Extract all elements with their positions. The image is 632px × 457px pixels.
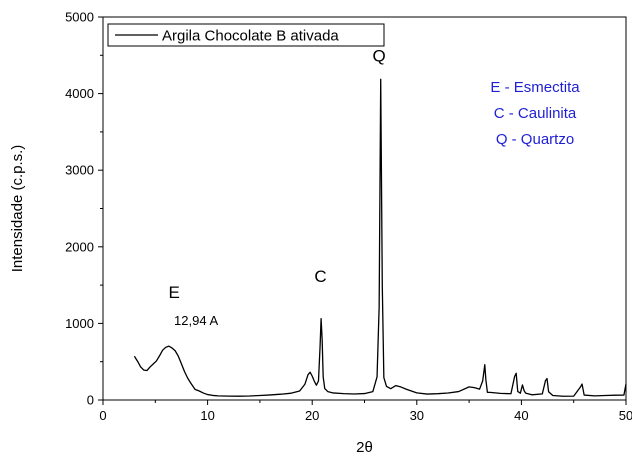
- y-axis-title: Intensidade (c.p.s.): [9, 145, 26, 273]
- x-tick-label: 20: [305, 408, 319, 423]
- y-tick-label: 0: [87, 393, 94, 408]
- peak-label: E: [168, 283, 179, 302]
- x-tick-label: 40: [514, 408, 528, 423]
- y-tick-label: 1000: [65, 316, 94, 331]
- series-line: [133, 78, 627, 397]
- x-tick-label: 30: [410, 408, 424, 423]
- peak-label: C: [314, 267, 326, 286]
- mineral-key-item: Q - Quartzo: [496, 131, 574, 148]
- x-tick-label: 50: [619, 408, 632, 423]
- x-axis-title: 2θ: [356, 439, 373, 456]
- y-tick-label: 3000: [65, 163, 94, 178]
- legend-label: Argila Chocolate B ativada: [162, 28, 339, 45]
- x-tick-label: 10: [200, 408, 214, 423]
- x-tick-label: 0: [99, 408, 106, 423]
- annotation-text: 12,94 A: [174, 313, 218, 328]
- mineral-key-item: C - Caulinita: [494, 105, 577, 122]
- peak-label: Q: [373, 46, 386, 65]
- legend-box: [107, 23, 385, 47]
- y-tick-label: 2000: [65, 239, 94, 254]
- plot-frame: [102, 16, 627, 401]
- y-tick-label: 5000: [65, 10, 94, 25]
- y-tick-label: 4000: [65, 86, 94, 101]
- mineral-key-item: E - Esmectita: [490, 79, 580, 96]
